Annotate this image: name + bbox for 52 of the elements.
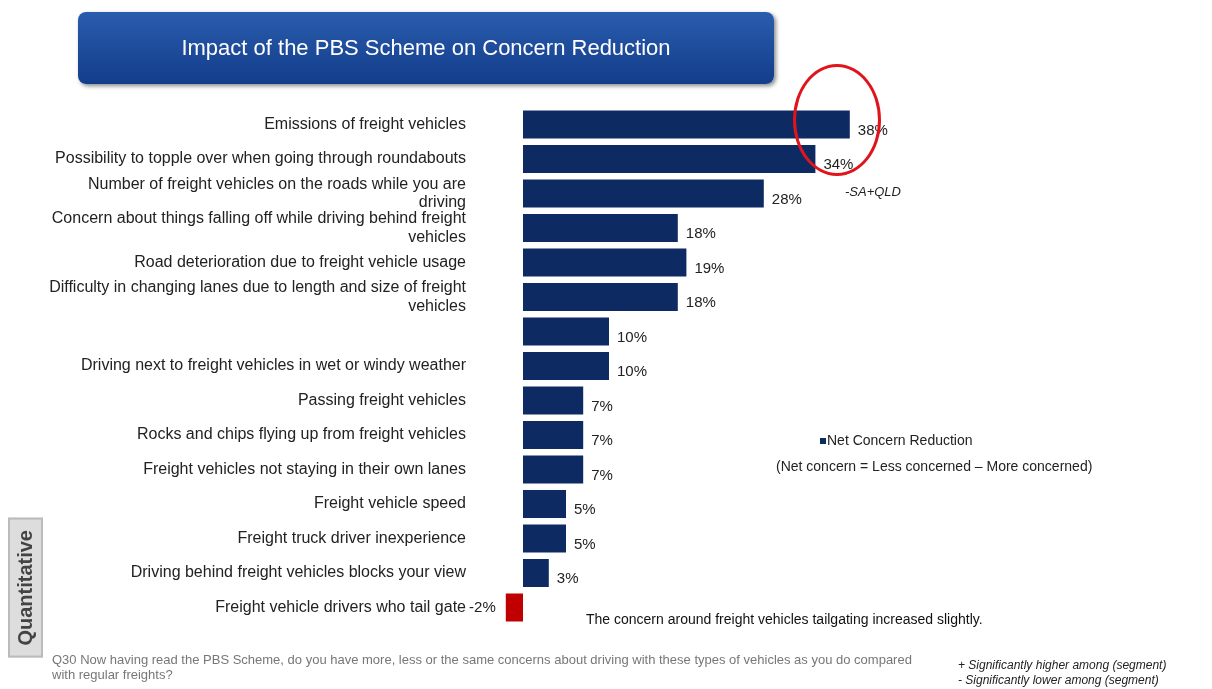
bar xyxy=(523,352,609,380)
data-label: 7% xyxy=(591,465,613,483)
y-tick-label: Emissions of freight vehicles xyxy=(264,114,466,132)
bar xyxy=(523,179,764,208)
data-label: 19% xyxy=(694,258,725,276)
y-tick-label: Road deterioration due to freight vehicle usage xyxy=(134,252,467,270)
data-label: 5% xyxy=(574,500,596,518)
bar xyxy=(523,524,566,553)
y-tick-label: Rocks and chips flying up from freight vehicles xyxy=(136,425,466,443)
bar xyxy=(523,455,584,484)
chart-title: Impact of the PBS Scheme on Concern Reduction xyxy=(78,12,774,84)
data-label: 7% xyxy=(591,396,613,414)
y-tick-label: Passing freight vehicles xyxy=(297,390,466,408)
bar xyxy=(523,317,609,346)
bar xyxy=(523,145,816,173)
data-label: 28% xyxy=(771,189,802,207)
bar xyxy=(523,283,678,311)
y-tick-label: Freight truck driver inexperience xyxy=(237,528,467,546)
data-label: 18% xyxy=(685,293,716,311)
y-tick-label: Difficulty in changing lanes due to length and size of freight vehicles xyxy=(49,278,467,314)
y-tick-label: Freight vehicle speed xyxy=(313,494,466,512)
bar xyxy=(523,490,566,518)
bar xyxy=(523,110,850,139)
y-tick-label: Possibility to topple over when going through roundabouts xyxy=(55,149,466,167)
data-label: 18% xyxy=(685,224,716,242)
annotation: The concern around freight vehicles tailgating increased slightly. xyxy=(586,611,983,627)
bar xyxy=(523,421,584,449)
y-tick-label: Driving next to freight vehicles in wet or windy weather xyxy=(80,356,467,374)
legend-label: Net Concern Reduction xyxy=(827,431,973,448)
annotation: -SA+QLD xyxy=(845,184,901,199)
text: - Significantly lower among (segment) xyxy=(958,673,1159,687)
text: + Significantly higher among (segment) xyxy=(958,658,1167,672)
bar xyxy=(523,248,687,277)
data-label: 7% xyxy=(591,431,613,449)
data-label: 3% xyxy=(556,569,579,587)
bar xyxy=(523,214,678,242)
data-label: 10% xyxy=(617,327,648,345)
y-tick-label: Driving behind freight vehicles blocks your view xyxy=(130,563,467,581)
data-label: 10% xyxy=(617,362,648,380)
annotation: (Net concern = Less concerned – More concerned) xyxy=(776,458,1093,474)
y-tick-label: Freight vehicles not staying in their own lanes xyxy=(143,459,466,477)
data-label: 34% xyxy=(823,155,854,173)
data-label: -2% xyxy=(469,597,496,615)
bar xyxy=(523,559,549,587)
text: Q30 Now having read the PBS Scheme, do you have more, less or the same concerns about driving with these types of vehicles as you do compared with regular freights? xyxy=(52,652,913,682)
y-tick-label: Freight vehicle drivers who tail gate xyxy=(215,597,467,615)
bar xyxy=(505,593,523,622)
bar xyxy=(523,386,584,415)
y-tick-label: Number of freight vehicles on the roads while you are driving xyxy=(88,174,467,211)
text: Quantitative xyxy=(8,518,43,658)
y-tick-label: Concern about things falling off while driving behind freight vehicles xyxy=(51,209,467,245)
data-label: 5% xyxy=(574,534,596,552)
